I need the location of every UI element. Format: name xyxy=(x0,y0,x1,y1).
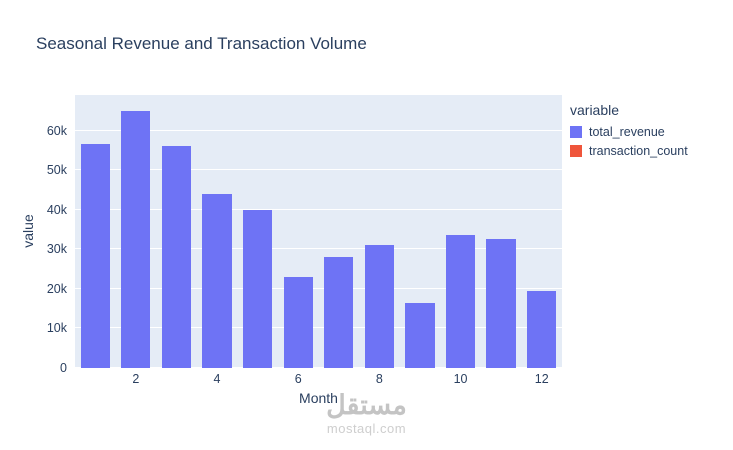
y-tick-20k: 20k xyxy=(46,281,67,296)
legend-label: total_revenue xyxy=(589,125,665,139)
bar-slot-month-3 xyxy=(156,95,197,368)
legend-items: total_revenue transaction_count xyxy=(570,125,688,158)
bar-slot-month-10 xyxy=(440,95,481,368)
bar-total_revenue-month-8[interactable] xyxy=(364,245,394,368)
bar-total_revenue-month-7[interactable] xyxy=(324,257,354,368)
gridline xyxy=(75,129,562,131)
y-tick-40k: 40k xyxy=(46,202,67,217)
x-tick-2: 2 xyxy=(132,372,140,386)
bar-slot-month-5 xyxy=(237,95,278,368)
legend-title: variable xyxy=(570,102,620,118)
y-tick-0: 0 xyxy=(60,361,67,375)
bar-slot-month-9 xyxy=(400,95,441,368)
x-tick-10: 10 xyxy=(453,372,468,386)
bar-total_revenue-month-2[interactable] xyxy=(121,110,151,368)
x-tick-labels: 2 4 6 8 10 12 xyxy=(75,372,562,388)
legend-swatch-transaction_count xyxy=(570,145,582,157)
bar-slot-month-12 xyxy=(521,95,562,368)
gridline xyxy=(75,208,562,210)
y-tick-10k: 10k xyxy=(46,321,67,336)
bar-total_revenue-month-10[interactable] xyxy=(445,235,476,368)
gridline xyxy=(75,287,562,289)
bar-total_revenue-month-12[interactable] xyxy=(527,290,557,368)
gridline xyxy=(75,248,562,250)
x-tick-8: 8 xyxy=(375,372,383,386)
bar-slot-month-4 xyxy=(197,95,238,368)
bar-slot-month-1 xyxy=(75,95,116,368)
bar-slot-month-8 xyxy=(359,95,400,368)
y-tick-50k: 50k xyxy=(46,163,67,178)
legend-label: transaction_count xyxy=(589,144,688,158)
bar-total_revenue-month-6[interactable] xyxy=(283,277,313,368)
legend: variable total_revenue transaction_count xyxy=(570,102,688,163)
bar-slot-month-7 xyxy=(318,95,359,368)
bar-total_revenue-month-5[interactable] xyxy=(243,209,273,368)
bar-total_revenue-month-4[interactable] xyxy=(202,193,232,368)
bar-series xyxy=(75,95,562,368)
bar-total_revenue-month-1[interactable] xyxy=(80,144,110,368)
y-tick-60k: 60k xyxy=(46,123,67,138)
chart-title: Seasonal Revenue and Transaction Volume xyxy=(36,34,367,53)
gridline xyxy=(75,367,562,368)
bar-slot-month-11 xyxy=(481,95,522,368)
bar-total_revenue-month-9[interactable] xyxy=(405,302,435,368)
watermark-url: mostaql.com xyxy=(326,420,407,436)
x-tick-4: 4 xyxy=(213,372,221,386)
legend-item-total_revenue[interactable]: total_revenue xyxy=(570,125,688,139)
bar-slot-month-2 xyxy=(116,95,157,368)
gridline xyxy=(75,327,562,329)
legend-swatch-total_revenue xyxy=(570,126,582,138)
x-axis-title: Month xyxy=(299,390,338,406)
y-tick-30k: 30k xyxy=(46,242,67,257)
bar-total_revenue-month-11[interactable] xyxy=(486,239,516,368)
gridline xyxy=(75,169,562,171)
bar-total_revenue-month-3[interactable] xyxy=(161,146,192,368)
bar-slot-month-6 xyxy=(278,95,319,368)
x-tick-12: 12 xyxy=(534,372,549,386)
legend-item-transaction_count[interactable]: transaction_count xyxy=(570,144,688,158)
y-tick-labels: 0 10k 20k 30k 40k 50k 60k xyxy=(0,95,67,375)
plot-area xyxy=(75,95,562,368)
x-tick-6: 6 xyxy=(294,372,302,386)
